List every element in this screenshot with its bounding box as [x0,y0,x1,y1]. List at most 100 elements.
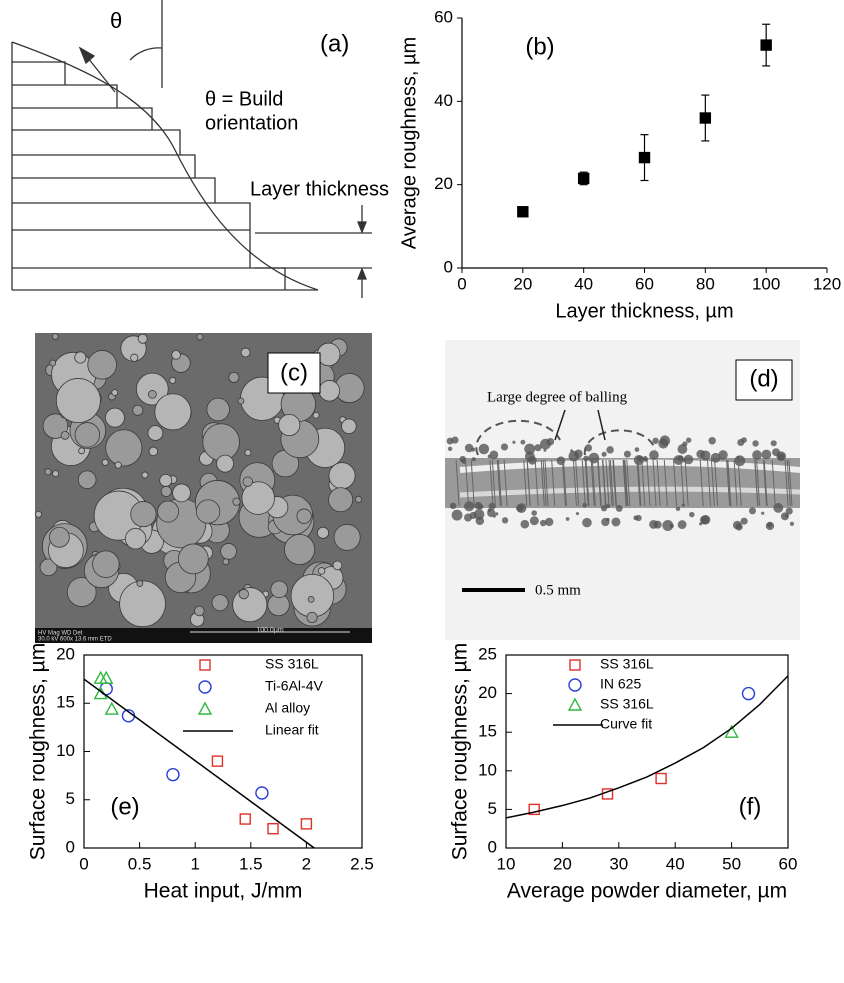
ball [570,449,574,453]
particle [284,534,316,566]
particle [101,458,109,466]
particle [240,347,251,358]
y-tick-label: 0 [488,837,497,856]
scale-bar-label: 100.0µm [256,627,284,634]
legend-marker [567,697,583,711]
marker-square [267,823,279,835]
y-tick-label: 20 [56,644,75,663]
x-tick-label: 40 [666,854,685,873]
ball [474,501,483,510]
ripple [784,459,789,507]
x-tick-label: 0.5 [128,854,152,873]
particle [42,413,69,439]
diagram-a [11,0,372,298]
ripple [727,459,732,507]
marker-square [517,206,529,218]
ripple [641,459,646,507]
particle [66,577,97,607]
ball [606,517,610,522]
particle [206,397,230,422]
ripple [656,459,661,507]
particle [114,461,122,469]
particle [328,487,354,513]
ripple [763,459,768,507]
track-image [445,340,801,640]
particle [328,462,356,490]
ripple [544,459,549,507]
ball [689,511,695,518]
particle [307,595,315,603]
marker-square [699,112,712,124]
ripple [597,459,602,507]
legend-marker [198,680,212,694]
ball [784,514,789,518]
x-tick-label: 0 [457,274,466,293]
ripple [646,459,651,507]
ball [767,522,773,528]
ball [473,509,485,520]
ripple [626,459,631,507]
ball [785,507,793,515]
ball [583,455,590,462]
particle [124,528,147,550]
ball [611,517,621,527]
particle [296,508,312,524]
ball [708,437,716,445]
particle [270,580,288,599]
x-tick-label: 1 [190,854,199,873]
x-axis-label: Heat input, J/mm [144,880,303,903]
particle [354,495,363,503]
ball [634,447,640,452]
ball [606,446,614,454]
ball [677,444,688,454]
ripple [762,459,767,507]
marker-square [239,813,251,825]
ball [520,439,526,445]
particle [241,481,275,515]
x-axis-label: Average powder diameter, µm [507,880,787,903]
ball [649,450,659,460]
x-tick-label: 100 [752,274,780,293]
marker-circle [255,786,269,800]
particle [220,543,237,560]
ripple [470,459,475,507]
marker-square [528,803,540,816]
legend-label: SS 316L [600,696,654,712]
y-tick-label: 20 [434,174,453,193]
y-tick-label: 15 [56,693,75,712]
ripple [754,459,759,507]
ball [464,443,474,453]
particle [39,558,58,577]
legend-marker [199,659,211,671]
particle [159,473,173,487]
particle [111,389,119,396]
ripple [591,459,596,507]
marker-circle [741,686,756,701]
y-tick-label: 60 [434,7,453,26]
ball [478,443,490,455]
panel-label: (a) [320,30,349,57]
x-tick-label: 60 [635,274,654,293]
ball [761,511,765,515]
ball [449,502,457,510]
particle [316,342,341,367]
ball [677,520,687,529]
particle [244,449,252,457]
ball [516,503,527,514]
marker-square [760,39,772,51]
y-tick-label: 10 [56,741,75,760]
particle [160,485,172,497]
particle [49,526,70,548]
ripple [496,459,501,507]
particle [194,605,205,617]
particle [306,611,318,623]
ripple [491,459,496,507]
orientation-label: orientation [205,112,298,134]
ball [675,506,681,512]
particle [172,483,191,503]
particle [242,476,253,487]
ball [669,523,674,528]
y-tick-label: 40 [434,91,453,110]
ball [464,501,475,512]
particle [105,407,125,428]
